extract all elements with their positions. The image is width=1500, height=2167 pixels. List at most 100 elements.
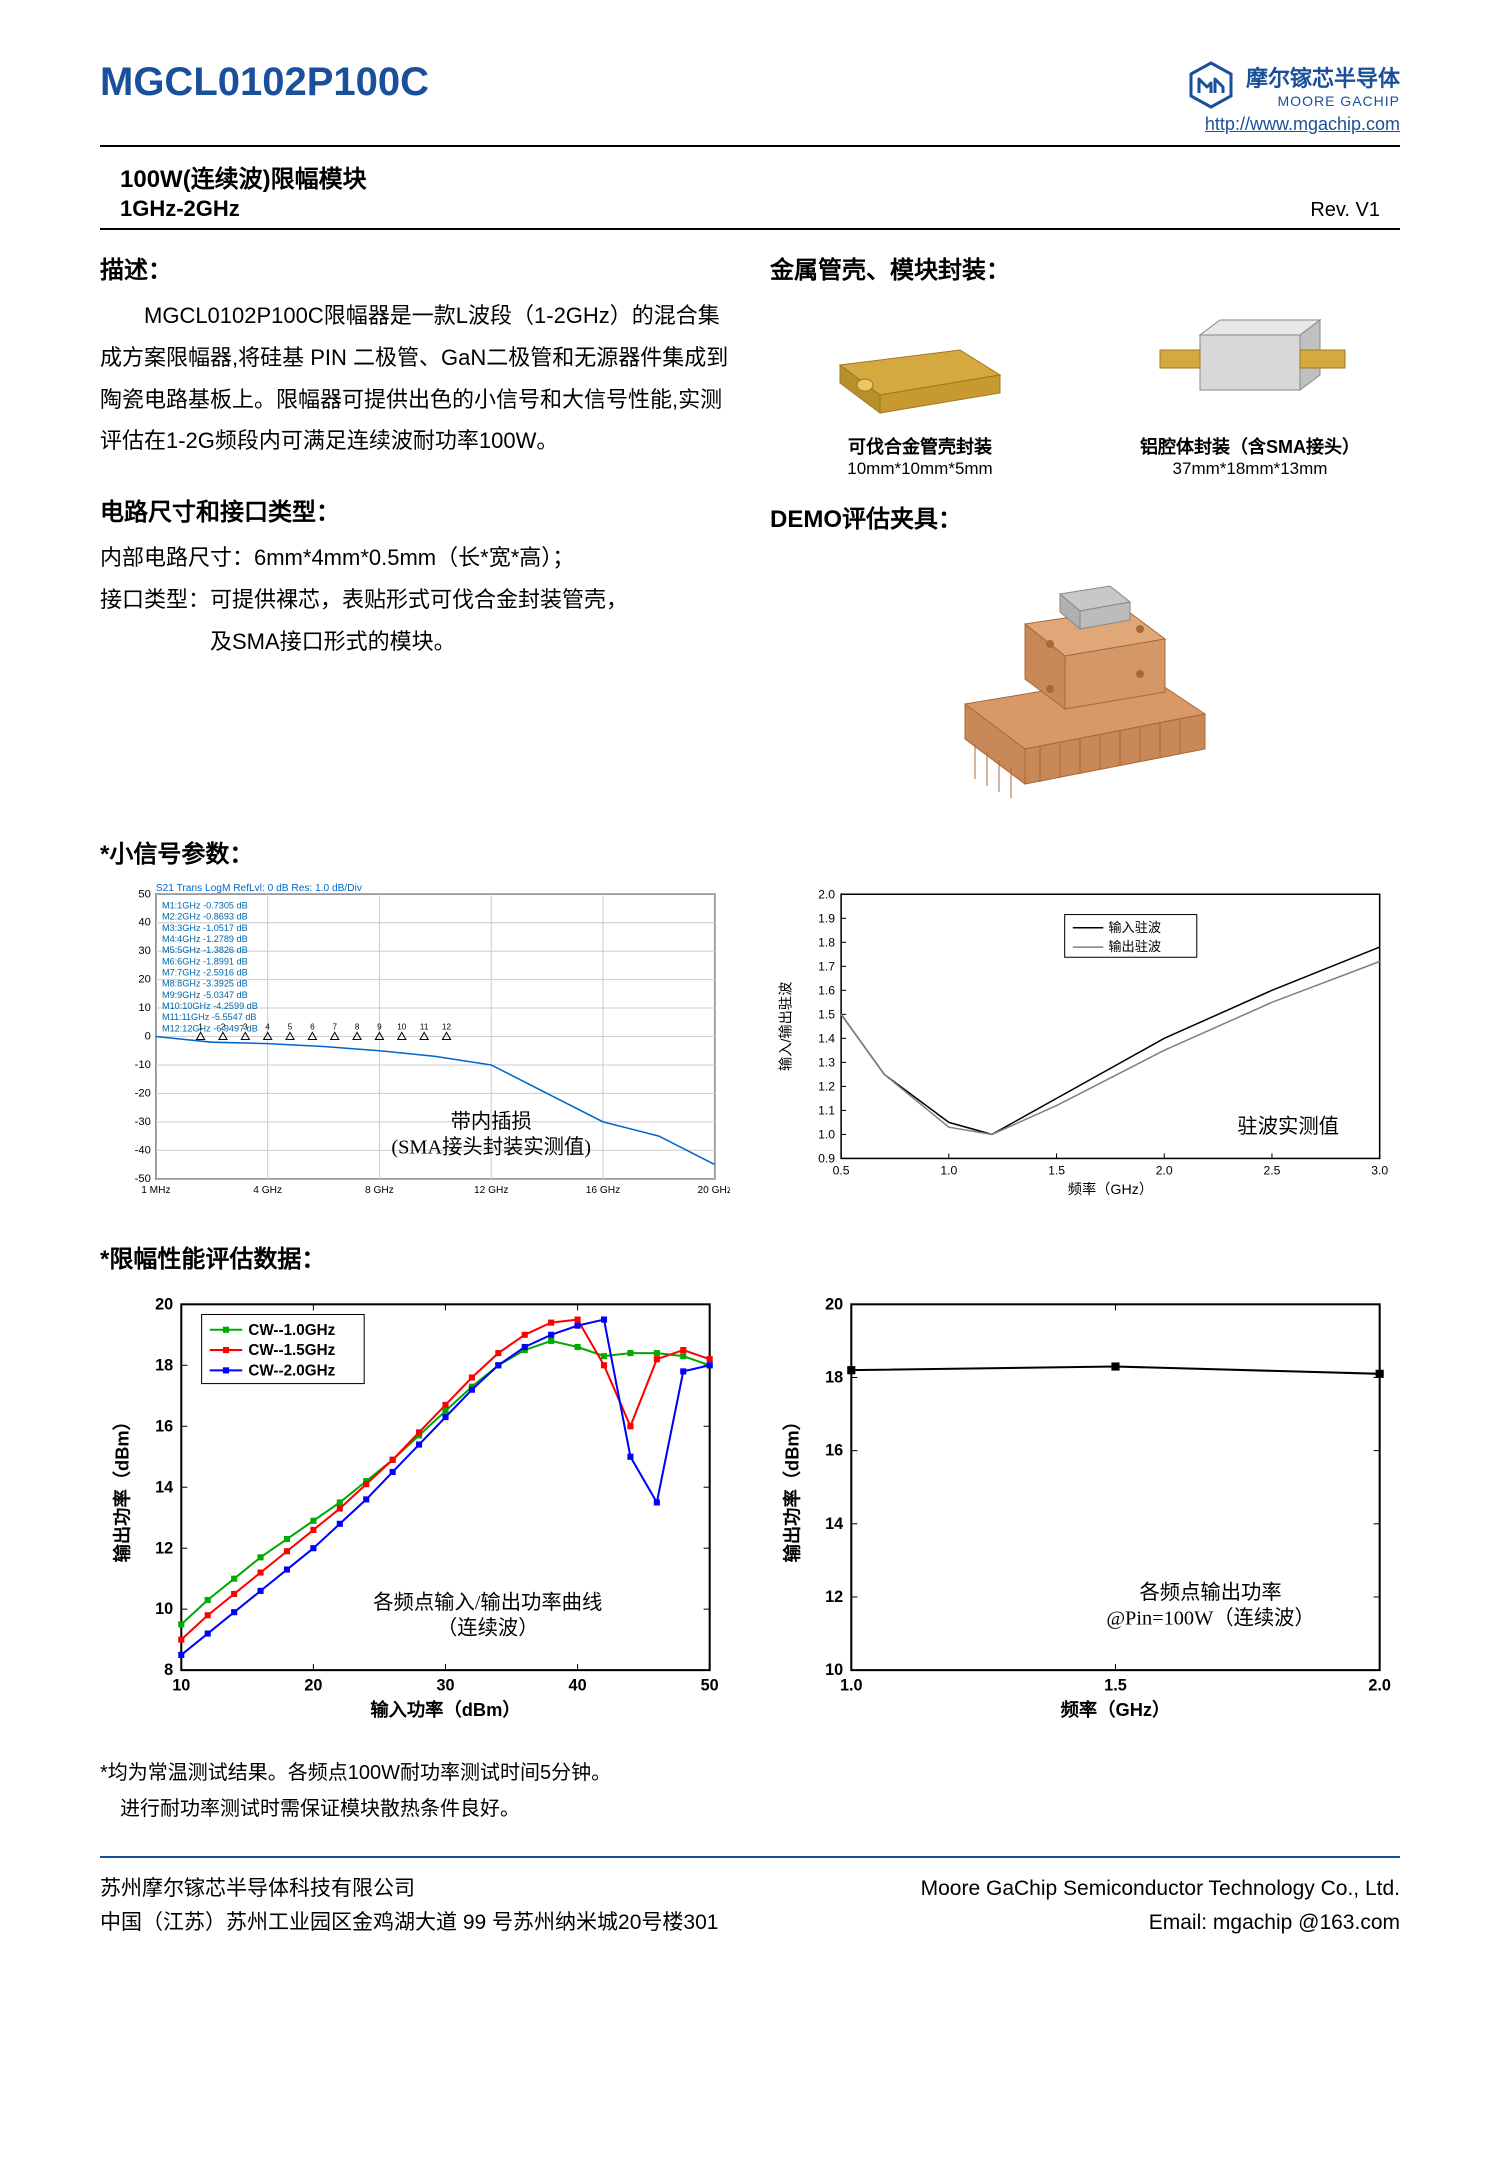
package-heading: 金属管壳、模块封装： [770,250,1400,285]
svg-text:频率（GHz）: 频率（GHz） [1068,1181,1153,1198]
svg-text:M10:10GHz -4.2599 dB: M10:10GHz -4.2599 dB [162,1001,258,1011]
page-footer: 苏州摩尔镓芯半导体科技有限公司 中国（江苏）苏州工业园区金鸡湖大道 99 号苏州… [100,1856,1400,1939]
note-line2: 进行耐功率测试时需保证模块散热条件良好。 [100,1792,1400,1826]
svg-text:18: 18 [155,1357,173,1375]
company-name-cn: 摩尔镓芯半导体 [1246,61,1400,93]
svg-text:1.5: 1.5 [818,1007,835,1021]
svg-text:12: 12 [442,1022,452,1031]
svg-text:输入功率（dBm）: 输入功率（dBm） [370,1699,520,1720]
svg-text:9: 9 [377,1022,382,1031]
svg-text:7: 7 [332,1022,337,1031]
svg-text:10: 10 [172,1677,190,1695]
svg-text:-20: -20 [135,1087,151,1099]
package1-dim: 10mm*10mm*5mm [810,459,1030,479]
dims-line2: 接口类型：可提供裸芯，表贴形式可伐合金封装管壳， [100,579,730,621]
footer-company-cn: 苏州摩尔镓芯半导体科技有限公司 [100,1872,718,1906]
svg-text:2.0: 2.0 [1368,1677,1391,1695]
svg-text:1.0: 1.0 [818,1127,835,1141]
svg-text:1: 1 [198,1022,203,1031]
svg-text:M6:6GHz -1.8991 dB: M6:6GHz -1.8991 dB [162,956,248,966]
footer-email: Email: mgachip @163.com [921,1906,1400,1940]
package-item-1: 可伐合金管壳封装 10mm*10mm*5mm [810,295,1030,479]
dimensions-heading: 电路尺寸和接口类型： [100,492,730,527]
svg-text:S21 Trans LogM RefLvl: 0 dB Re: S21 Trans LogM RefLvl: 0 dB Res: 1.0 dB/… [156,883,363,894]
small-signal-heading: *小信号参数： [100,834,1400,869]
svg-text:50: 50 [701,1677,719,1695]
company-logo-block: 摩尔镓芯半导体 MOORE GACHIP http://www.mgachip.… [1186,60,1400,135]
company-name-en: MOORE GACHIP [1246,93,1400,109]
svg-text:各频点输入/输出功率曲线: 各频点输入/输出功率曲线 [373,1591,602,1614]
svg-text:1.5: 1.5 [1048,1164,1065,1178]
svg-text:14: 14 [155,1478,173,1496]
insertion-loss-chart: S21 Trans LogM RefLvl: 0 dB Res: 1.0 dB/… [100,879,730,1209]
svg-text:2.0: 2.0 [818,887,835,901]
svg-text:M5:5GHz -1.3826 dB: M5:5GHz -1.3826 dB [162,945,248,955]
svg-text:11: 11 [420,1022,429,1031]
description-heading: 描述： [100,250,730,285]
svg-text:-50: -50 [135,1173,151,1185]
svg-text:1.2: 1.2 [818,1079,835,1093]
svg-text:各频点输出功率: 各频点输出功率 [1139,1581,1281,1604]
svg-text:3: 3 [243,1022,248,1031]
svg-text:M1:1GHz -0.7305 dB: M1:1GHz -0.7305 dB [162,900,248,910]
company-url[interactable]: http://www.mgachip.com [1186,114,1400,135]
svg-text:频率（GHz）: 频率（GHz） [1061,1699,1171,1720]
logo-icon [1186,60,1236,110]
svg-text:14: 14 [825,1515,843,1533]
part-number: MGCL0102P100C [100,60,429,105]
svg-text:10: 10 [397,1022,407,1031]
svg-text:40: 40 [138,917,150,929]
output-vs-freq-chart: 1012141618201.01.52.0频率（GHz）输出功率（dBm）各频点… [770,1284,1400,1736]
svg-text:@Pin=100W（连续波）: @Pin=100W（连续波） [1106,1607,1314,1630]
description-text: MGCL0102P100C限幅器是一款L波段（1-2GHz）的混合集成方案限幅器… [100,295,730,462]
svg-text:CW--2.0GHz: CW--2.0GHz [248,1363,335,1380]
svg-text:带内插损: 带内插损 [451,1110,532,1133]
svg-text:1.8: 1.8 [818,935,835,949]
svg-text:18: 18 [825,1369,843,1387]
svg-text:输入驻波: 输入驻波 [1108,920,1161,935]
svg-text:20: 20 [138,974,150,986]
svg-text:8 GHz: 8 GHz [365,1185,394,1196]
svg-text:30: 30 [138,945,150,957]
svg-text:2.5: 2.5 [1263,1164,1280,1178]
svg-text:（连续波）: （连续波） [437,1617,539,1640]
svg-text:2: 2 [221,1022,226,1031]
svg-text:20: 20 [304,1677,322,1695]
svg-text:1.4: 1.4 [818,1031,835,1045]
io-power-chart: 81012141618201020304050输入功率（dBm）输出功率（dBm… [100,1284,730,1736]
svg-text:驻波实测值: 驻波实测值 [1237,1115,1339,1138]
svg-text:2.0: 2.0 [1156,1164,1173,1178]
svg-text:-40: -40 [135,1144,151,1156]
svg-text:50: 50 [138,888,150,900]
dims-line3: 及SMA接口形式的模块。 [100,621,730,663]
footer-company-en: Moore GaChip Semiconductor Technology Co… [921,1872,1400,1906]
svg-text:16: 16 [155,1417,173,1435]
svg-text:20: 20 [825,1296,843,1314]
svg-text:1.0: 1.0 [940,1164,957,1178]
svg-text:1.5: 1.5 [1104,1677,1127,1695]
demo-heading: DEMO评估夹具： [770,499,1400,534]
svg-text:-30: -30 [135,1116,151,1128]
package1-label: 可伐合金管壳封装 [810,433,1030,459]
svg-text:输出驻波: 输出驻波 [1108,939,1161,954]
svg-text:CW--1.0GHz: CW--1.0GHz [248,1322,335,1339]
package2-dim: 37mm*18mm*13mm [1140,459,1360,479]
svg-text:输入/输出驻波: 输入/输出驻波 [777,982,794,1071]
svg-text:1.0: 1.0 [840,1677,863,1695]
package-item-2: 铝腔体封装（含SMA接头） 37mm*18mm*13mm [1140,295,1360,479]
footer-address: 中国（江苏）苏州工业园区金鸡湖大道 99 号苏州纳米城20号楼301 [100,1906,718,1940]
svg-text:1.9: 1.9 [818,911,835,925]
svg-text:1.3: 1.3 [818,1055,835,1069]
svg-text:1.6: 1.6 [818,983,835,997]
gold-package-icon [810,295,1030,425]
dims-line1: 内部电路尺寸：6mm*4mm*0.5mm（长*宽*高）； [100,537,730,579]
svg-text:20 GHz: 20 GHz [698,1185,730,1196]
svg-text:5: 5 [288,1022,293,1031]
svg-text:(SMA接头封装实测值): (SMA接头封装实测值) [391,1135,591,1158]
svg-text:M8:8GHz -3.3925 dB: M8:8GHz -3.3925 dB [162,979,248,989]
svg-text:-10: -10 [135,1059,151,1071]
svg-text:M2:2GHz -0.8693 dB: M2:2GHz -0.8693 dB [162,912,248,922]
svg-text:6: 6 [310,1022,315,1031]
svg-text:1.7: 1.7 [818,959,835,973]
svg-text:4: 4 [265,1022,270,1031]
